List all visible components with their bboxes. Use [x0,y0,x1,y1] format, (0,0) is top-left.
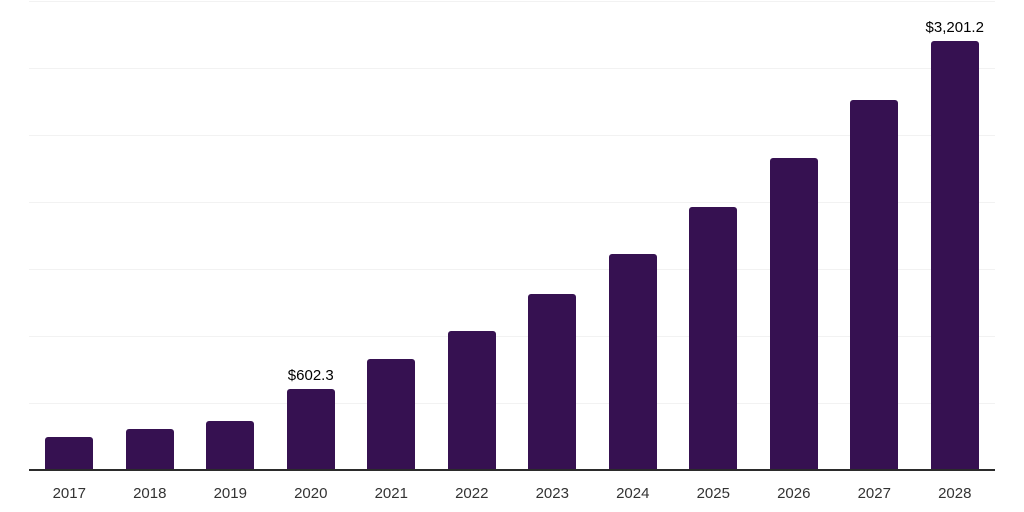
x-tick-2018: 2018 [133,485,167,502]
x-tick-2020: 2020 [294,485,328,502]
x-tick-2024: 2024 [616,485,650,502]
gridline-1500 [29,269,995,270]
x-tick-2019: 2019 [213,485,247,502]
bar-2020 [286,389,335,470]
x-tick-2021: 2021 [374,485,408,502]
bar-2028 [930,41,979,470]
x-axis-line [29,469,995,471]
bar-2022 [447,330,496,470]
gridline-3000 [29,68,995,69]
bar-2021 [367,358,416,470]
bar-2025 [689,207,738,470]
x-tick-2027: 2027 [857,485,891,502]
x-tick-2028: 2028 [938,485,972,502]
x-tick-2017: 2017 [52,485,86,502]
x-tick-2022: 2022 [455,485,489,502]
gridline-2500 [29,135,995,136]
gridline-2000 [29,202,995,203]
bar-2018 [125,429,174,470]
x-tick-2026: 2026 [777,485,811,502]
bar-2023 [528,294,577,470]
x-tick-2023: 2023 [535,485,569,502]
data-label-2020: $602.3 [287,367,334,385]
data-label-2028: $3,201.2 [925,19,984,37]
bar-2024 [608,254,657,470]
bar-2019 [206,421,255,470]
gridline-3500 [29,1,995,2]
plot-area: $602.3 $3,201.2 [29,1,995,470]
bar-2027 [850,100,899,470]
bar-2026 [769,157,818,470]
gridline-1000 [29,336,995,337]
bar-2017 [45,436,94,470]
x-tick-2025: 2025 [696,485,730,502]
gridline-500 [29,403,995,404]
